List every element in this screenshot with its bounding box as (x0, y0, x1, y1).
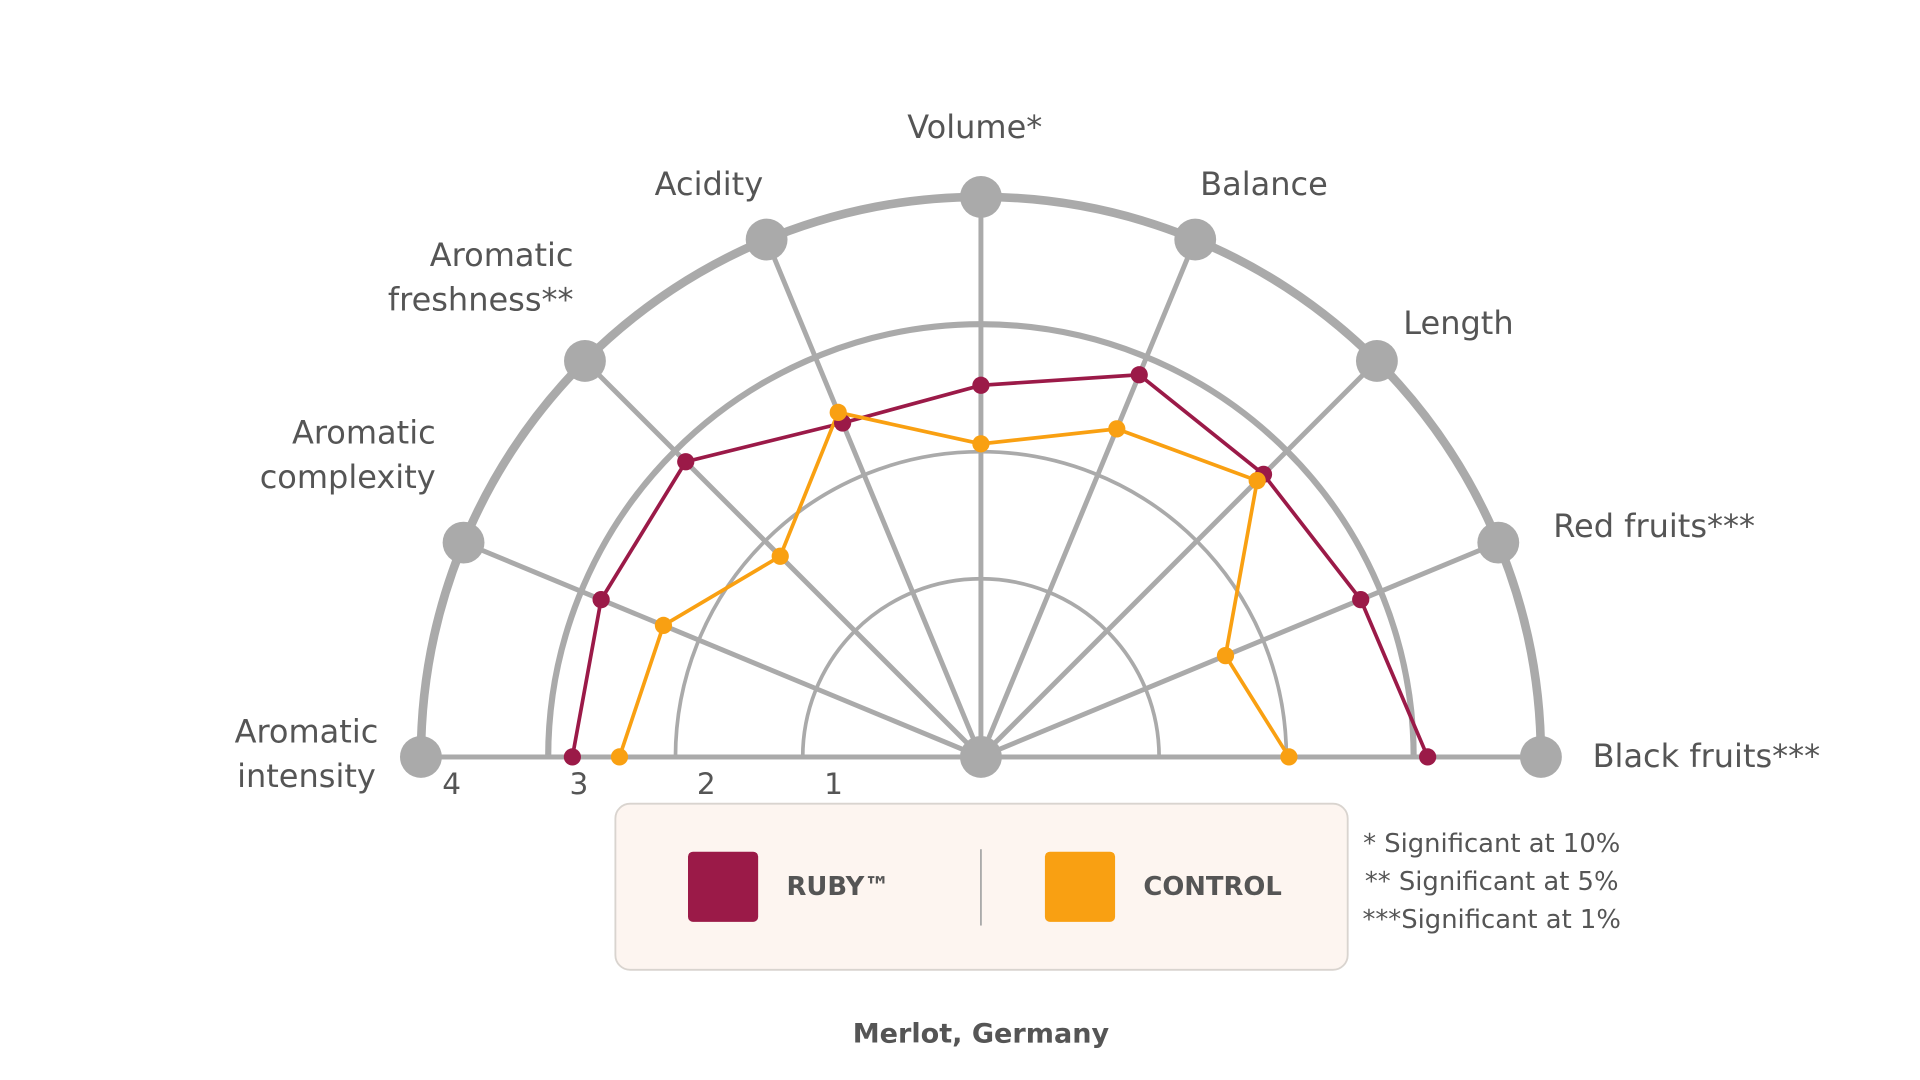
data-point (829, 403, 847, 422)
axis-label: Volume* (907, 108, 1042, 146)
legend-swatch (1044, 851, 1116, 922)
axis-label: Length (1403, 304, 1513, 342)
data-point (592, 590, 610, 609)
axis-label: freshness** (388, 281, 574, 319)
r-tick-label: 1 (824, 767, 843, 801)
r-tick-label: 3 (570, 767, 589, 801)
spoke-end (745, 218, 788, 261)
r-tick-label: 2 (697, 767, 716, 801)
axis-label: Acidity (655, 165, 764, 203)
spoke-end (1477, 521, 1520, 564)
footnote: ***Significant at 1% (1362, 905, 1620, 935)
axis-label: Aromatic (235, 713, 379, 751)
spoke-end (1520, 736, 1562, 778)
data-point (677, 453, 695, 471)
footnote: * Significant at 10% (1363, 829, 1620, 859)
data-point (563, 748, 581, 766)
footnote: ** Significant at 5% (1365, 867, 1619, 897)
data-point (1216, 647, 1235, 665)
legend-label: RUBY™ (786, 872, 890, 902)
spoke (764, 238, 984, 758)
data-point (771, 547, 789, 565)
axis-label: Aromatic (292, 413, 436, 451)
series-line (617, 410, 1291, 758)
spoke-end (400, 736, 442, 778)
legend-swatch (688, 851, 759, 922)
spoke-end (442, 521, 485, 564)
data-point (1352, 590, 1370, 609)
center-dot (960, 736, 1002, 778)
r-tick-label: 4 (442, 767, 461, 801)
spoke-end (564, 340, 606, 382)
axis-label: complexity (260, 458, 436, 496)
chart-title: Merlot, Germany (853, 1018, 1110, 1049)
legend-label: CONTROL (1143, 872, 1281, 902)
data-point (1248, 472, 1266, 490)
axis-label: Red fruits*** (1553, 507, 1755, 545)
data-point (1280, 748, 1298, 766)
spoke (979, 540, 1500, 760)
axis-label: Aromatic (430, 236, 574, 274)
axis-label: Balance (1200, 165, 1328, 203)
spoke (462, 540, 982, 760)
data-point (610, 748, 629, 766)
spoke (978, 238, 1198, 758)
axis-label: Black fruits*** (1593, 737, 1821, 775)
spoke (979, 359, 1379, 759)
series-line (570, 372, 1430, 758)
axis-label: intensity (237, 757, 376, 795)
data-point (1108, 420, 1126, 438)
data-point (654, 616, 673, 635)
spoke-end (960, 176, 1002, 218)
data-point (1419, 748, 1437, 766)
spoke-end (1174, 218, 1217, 261)
data-point (1130, 366, 1148, 384)
data-point (972, 435, 990, 453)
data-point (972, 376, 990, 394)
spoke-end (1355, 340, 1398, 382)
